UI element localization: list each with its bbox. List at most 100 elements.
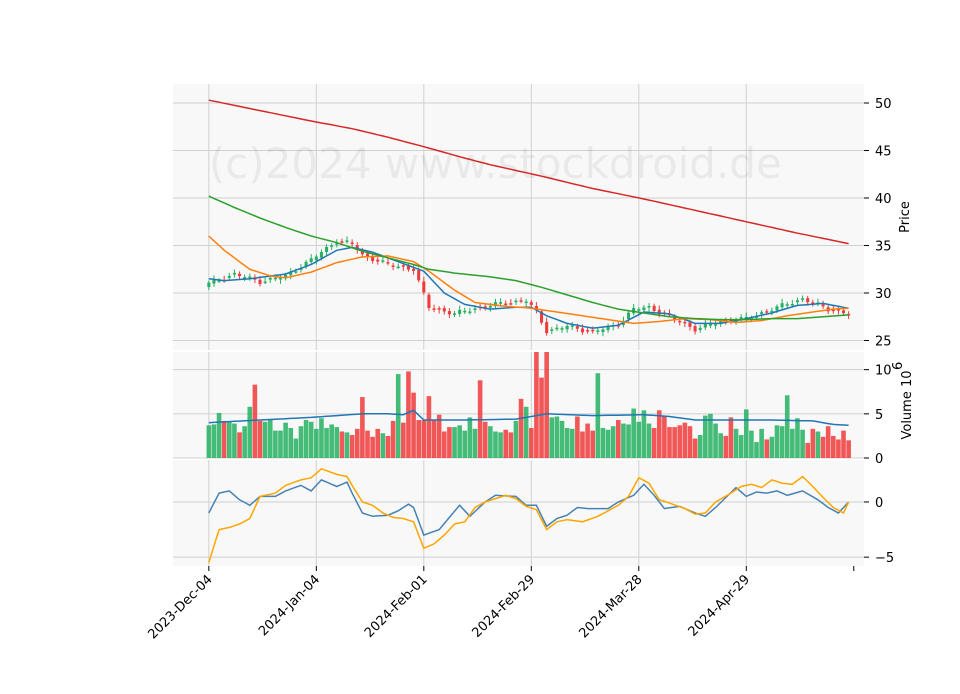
candle-body: [207, 282, 211, 288]
volume-bar: [503, 429, 509, 458]
candle-body: [422, 281, 426, 293]
candle-body: [550, 329, 554, 331]
volume-bar: [667, 427, 672, 458]
price-axis-tick-label: 35: [875, 240, 892, 255]
volume-bar: [447, 427, 452, 458]
candle-body: [529, 302, 533, 305]
volume-bar: [656, 410, 662, 458]
volume-bar: [416, 420, 421, 458]
candle-body: [314, 256, 318, 261]
candle-body: [780, 303, 784, 308]
volume-bar: [539, 377, 544, 458]
volume-bar: [841, 430, 846, 458]
volume-bar: [528, 427, 534, 458]
volume-bar: [815, 431, 821, 458]
candle-body: [586, 330, 590, 332]
volume-bar: [713, 423, 718, 458]
volume-bar: [431, 420, 437, 458]
volume-bar: [708, 413, 713, 458]
candle-body: [452, 313, 457, 315]
volume-bar: [288, 427, 294, 458]
candle-body: [263, 281, 267, 284]
volume-bar: [636, 421, 642, 458]
volume-bar: [810, 428, 816, 458]
volume-bar: [216, 412, 222, 458]
volume-bar: [718, 433, 723, 458]
volume-bar: [493, 431, 498, 458]
candle-body: [652, 305, 656, 311]
volume-bar: [846, 440, 851, 458]
candle-body: [790, 304, 794, 306]
volume-bar: [375, 428, 381, 458]
volume-bar: [462, 430, 468, 458]
volume-bar: [472, 428, 478, 458]
candle-body: [488, 305, 492, 308]
price-axis-tick-label: 25: [875, 335, 892, 350]
candle-body: [795, 300, 799, 303]
candle-body: [539, 311, 544, 323]
candle-body: [637, 309, 641, 311]
candle-body: [642, 307, 646, 311]
candle-body: [744, 316, 748, 319]
volume-axis-tick-label: 10: [875, 364, 892, 379]
candle-body: [545, 322, 549, 334]
candle-body: [493, 302, 498, 307]
volume-bar: [283, 422, 288, 458]
volume-bar: [314, 428, 319, 458]
candle-body: [596, 330, 600, 332]
candle-body: [509, 303, 513, 305]
candle-body: [785, 304, 789, 306]
candle-body: [319, 252, 323, 258]
volume-bar: [646, 423, 652, 458]
volume-bar: [703, 415, 708, 458]
volume-bar: [206, 425, 212, 458]
candle-body: [565, 325, 569, 330]
candle-body: [468, 311, 472, 314]
volume-bar: [825, 426, 831, 458]
candle-body: [432, 308, 436, 310]
candle-body: [381, 260, 385, 262]
volume-bar: [298, 426, 304, 458]
volume-bar: [641, 410, 647, 458]
volume-bar: [769, 436, 775, 458]
candle-body: [647, 305, 651, 308]
candle-body: [350, 242, 354, 245]
volume-bar: [385, 435, 391, 458]
volume-bar: [329, 424, 334, 458]
volume-bar: [774, 425, 780, 458]
volume-bar: [805, 442, 810, 458]
volume-axis-exponent: 6: [891, 362, 906, 370]
volume-bar: [411, 392, 416, 458]
volume-bar: [728, 417, 734, 458]
candle-body: [289, 271, 293, 276]
candle-body: [309, 258, 313, 263]
oscillator-panel-bg: [173, 460, 864, 566]
candle-body: [831, 309, 835, 312]
volume-bar: [237, 432, 242, 458]
moving-average-line-4: [208, 99, 849, 245]
volume-bar: [308, 421, 314, 458]
volume-bar: [273, 430, 278, 458]
volume-bar: [339, 431, 345, 458]
candle-body: [560, 328, 564, 330]
volume-bar: [733, 428, 739, 458]
volume-bar: [252, 384, 258, 458]
candle-body: [555, 327, 559, 330]
volume-bar: [687, 426, 693, 458]
candle-body: [442, 308, 446, 312]
candle-body: [406, 265, 410, 270]
volume-bar: [406, 371, 411, 458]
date-tick-label: 2024-Feb-29: [470, 572, 539, 641]
candle-body: [417, 270, 421, 281]
oscillator-axis-tick-label: −5: [875, 551, 894, 566]
candle-body: [427, 294, 431, 308]
candle-body: [504, 303, 508, 306]
volume-bar: [651, 427, 657, 458]
volume-bar: [395, 374, 401, 458]
candle-body: [258, 279, 262, 285]
candle-body: [345, 240, 349, 242]
candle-body: [673, 316, 677, 320]
volume-bar: [457, 425, 462, 458]
price-axis-tick-label: 50: [875, 97, 892, 112]
